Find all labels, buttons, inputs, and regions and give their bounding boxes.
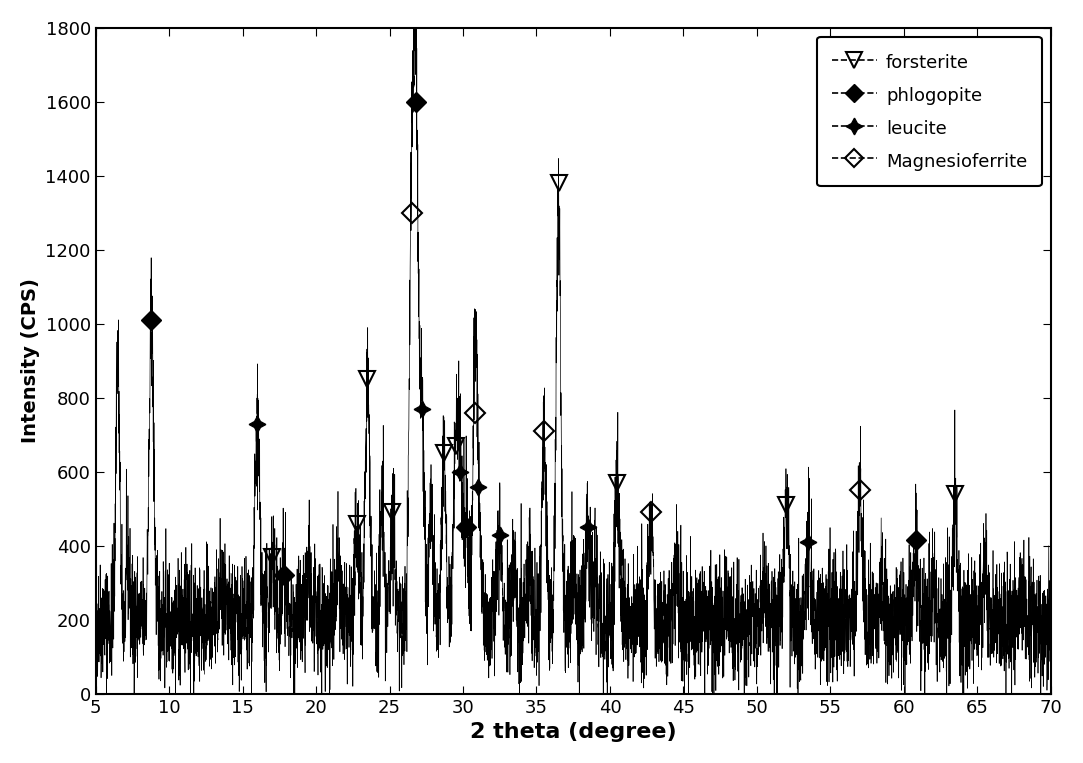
Y-axis label: Intensity (CPS): Intensity (CPS): [21, 278, 40, 443]
X-axis label: 2 theta (degree): 2 theta (degree): [470, 722, 677, 742]
Legend: forsterite, phlogopite, leucite, Magnesioferrite: forsterite, phlogopite, leucite, Magnesi…: [818, 37, 1042, 186]
